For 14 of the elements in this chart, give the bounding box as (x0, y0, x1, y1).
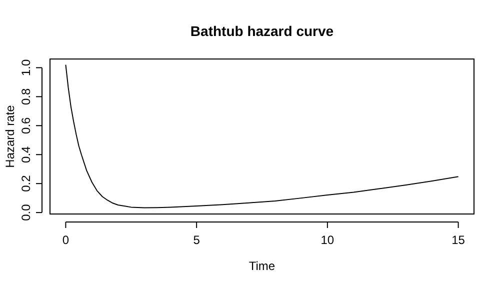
x-tick-label: 5 (193, 233, 200, 247)
y-tick-label: 0.2 (19, 174, 33, 192)
y-tick-label: 1.0 (19, 59, 33, 76)
y-tick-label: 0.0 (19, 204, 33, 221)
line-series (65, 64, 459, 208)
chart-title: Bathtub hazard curve (190, 23, 334, 39)
x-tick-label: 15 (452, 233, 466, 247)
y-axis-title: Hazard rate (3, 104, 17, 168)
x-axis-title: Time (248, 259, 276, 273)
x-tick-label: 0 (62, 233, 70, 247)
x-tick-label: 10 (320, 233, 334, 247)
y-tick-label: 0.8 (19, 88, 33, 106)
y-tick-label: 0.4 (19, 146, 33, 163)
y-tick-label: 0.6 (19, 116, 33, 134)
